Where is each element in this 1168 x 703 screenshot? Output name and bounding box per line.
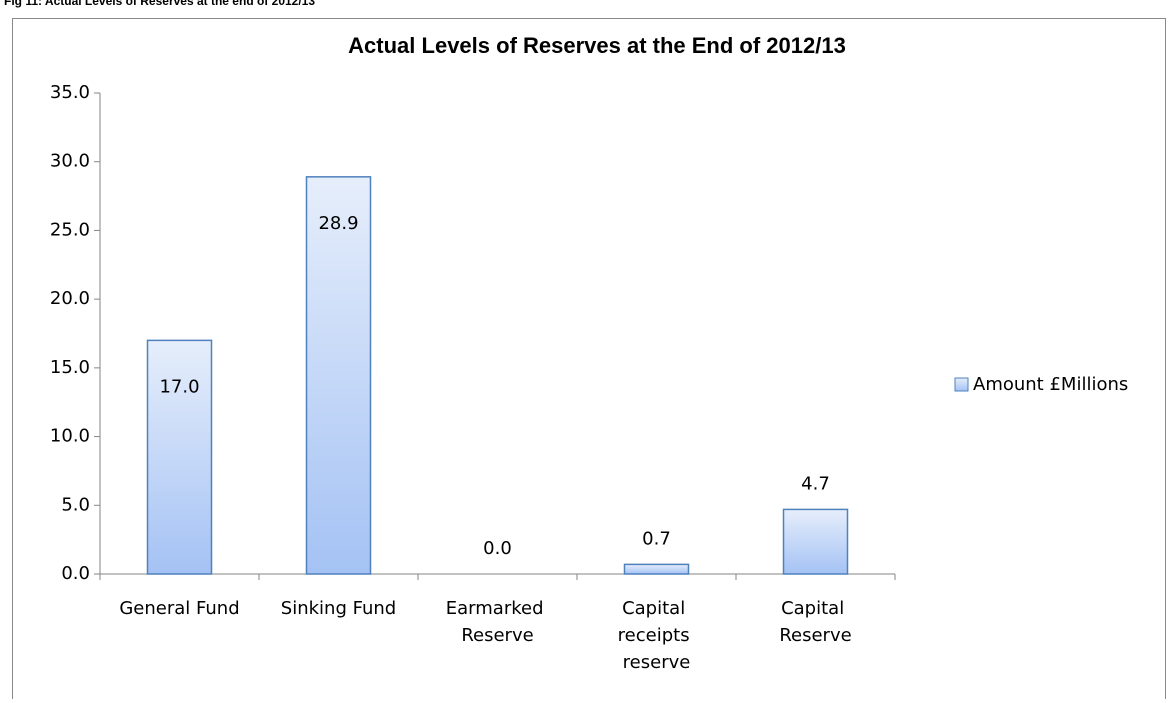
y-tick-label: 25.0 bbox=[50, 219, 90, 240]
y-tick-label: 0.0 bbox=[61, 563, 90, 584]
x-tick-label: Earmarked Reserve bbox=[446, 598, 549, 646]
value-label: 28.9 bbox=[318, 213, 358, 234]
value-label: 0.7 bbox=[642, 528, 671, 549]
y-tick-label: 35.0 bbox=[50, 82, 90, 103]
chart-frame bbox=[12, 18, 1166, 703]
y-tick-label: 20.0 bbox=[50, 288, 90, 309]
bar bbox=[305, 176, 372, 575]
bar bbox=[623, 563, 690, 575]
value-label: 0.0 bbox=[483, 538, 512, 559]
bar bbox=[782, 508, 849, 575]
x-tick-label-line: Earmarked bbox=[446, 598, 549, 619]
caption: Fig 11: Actual Levels of Reserves at the… bbox=[4, 0, 315, 8]
x-tick-label-line: Reserve bbox=[461, 625, 533, 646]
x-tick-label-line: Reserve bbox=[779, 625, 851, 646]
x-tick-label-line: reserve bbox=[623, 652, 691, 673]
bar bbox=[146, 339, 213, 575]
x-tick-label: Sinking Fund bbox=[281, 598, 396, 619]
x-tick-label: Capital Reserve bbox=[779, 598, 851, 646]
x-tick-label-line: General Fund bbox=[119, 598, 239, 619]
x-tick-label-line: Sinking Fund bbox=[281, 598, 396, 619]
y-tick-label: 10.0 bbox=[50, 426, 90, 447]
y-tick-label: 5.0 bbox=[61, 494, 90, 515]
x-tick-label-line: receipts bbox=[618, 625, 696, 646]
chart-title: Actual Levels of Reserves at the End of … bbox=[348, 33, 846, 58]
value-label: 17.0 bbox=[159, 376, 199, 397]
legend-label: Amount £Millions bbox=[973, 374, 1128, 395]
y-tick-label: 15.0 bbox=[50, 357, 90, 378]
x-tick-label-line: Capital bbox=[622, 598, 691, 619]
x-tick-label: General Fund bbox=[119, 598, 239, 619]
x-tick-label-line: Capital bbox=[781, 598, 850, 619]
legend-swatch bbox=[954, 377, 969, 392]
y-tick-label: 30.0 bbox=[50, 151, 90, 172]
x-tick-label: Capital receipts reserve bbox=[618, 598, 696, 673]
value-label: 4.7 bbox=[801, 473, 830, 494]
